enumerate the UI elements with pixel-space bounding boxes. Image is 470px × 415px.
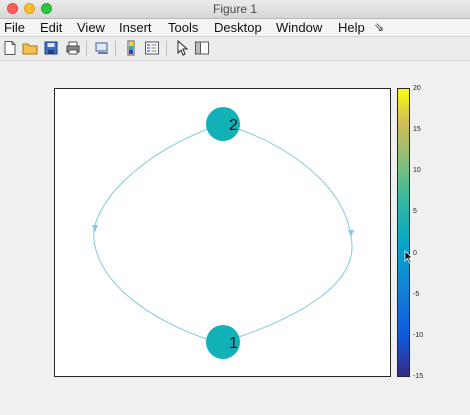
colorbar-tick-label: -5 <box>413 291 420 298</box>
toolbar-separator <box>86 41 87 56</box>
plot-tools-icon[interactable] <box>194 40 210 56</box>
menu-edit[interactable]: Edit <box>40 20 63 35</box>
graph-node-1[interactable] <box>206 325 240 359</box>
node-label-1: 1 <box>229 335 238 352</box>
menu-view[interactable]: View <box>77 20 105 35</box>
menu-overflow-icon[interactable]: ⇘ <box>374 20 385 34</box>
title-bar: Figure 1 <box>0 0 470 19</box>
maximize-window-button[interactable] <box>41 3 52 14</box>
menu-help[interactable]: Help <box>338 20 365 35</box>
colorbar[interactable] <box>397 88 410 377</box>
print-icon[interactable] <box>65 40 81 56</box>
close-window-button[interactable] <box>7 3 18 14</box>
graph-edge-1-2 <box>226 124 353 342</box>
figure-toolbar <box>0 37 470 61</box>
menu-insert[interactable]: Insert <box>119 20 152 35</box>
menu-desktop[interactable]: Desktop <box>214 20 262 35</box>
legend-icon[interactable] <box>144 40 160 56</box>
colorbar-tick-label: 20 <box>413 85 421 92</box>
new-figure-icon[interactable] <box>2 40 18 56</box>
open-file-icon[interactable] <box>22 40 38 56</box>
window-title: Figure 1 <box>212 2 258 16</box>
menu-tools[interactable]: Tools <box>168 20 199 35</box>
colorbar-tick-label: 0 <box>413 250 417 257</box>
colorbar-tick-label: 5 <box>413 208 417 215</box>
colorbar-tick-label: -15 <box>413 373 424 380</box>
plot-axes[interactable]: 2 1 <box>54 88 391 377</box>
colorbar-icon[interactable] <box>123 40 139 56</box>
graph-node-2[interactable] <box>206 107 240 141</box>
minimize-window-button[interactable] <box>24 3 35 14</box>
pointer-icon[interactable] <box>174 40 190 56</box>
link-plot-icon[interactable] <box>94 40 110 56</box>
node-label-2: 2 <box>229 117 238 134</box>
edge-arrow-icon <box>348 230 354 237</box>
menu-window[interactable]: Window <box>276 20 323 35</box>
graph-edge-2-1 <box>93 124 220 344</box>
colorbar-tick-label: 10 <box>413 167 421 174</box>
mouse-cursor-icon <box>404 250 414 264</box>
colorbar-tick-label: 15 <box>413 126 421 133</box>
save-icon[interactable] <box>43 40 59 56</box>
toolbar-separator <box>166 41 167 56</box>
menu-file[interactable]: File <box>4 20 25 35</box>
graph-plot: 2 1 <box>92 107 354 359</box>
edge-arrow-icon <box>92 225 98 232</box>
colorbar-tick-label: -10 <box>413 332 424 339</box>
toolbar-separator <box>115 41 116 56</box>
menu-bar: File Edit View Insert Tools Desktop Wind… <box>0 19 470 37</box>
